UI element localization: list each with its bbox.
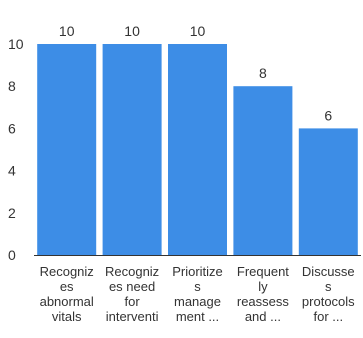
category-label-line: protocols: [302, 294, 355, 309]
category-label-line: interventi: [106, 309, 159, 324]
category-label: Prioritize s manage ment ...: [172, 264, 223, 324]
y-tick-label: 10: [8, 36, 24, 52]
category-label: Recogniz es abnormal vitals: [40, 264, 94, 324]
y-tick-label: 2: [8, 205, 16, 221]
bars: [37, 44, 358, 255]
bar: [298, 128, 358, 255]
category-label-line: ly: [258, 279, 268, 294]
bar: [233, 86, 293, 255]
category-label-line: Recogniz: [105, 264, 159, 279]
category-label-line: vitals: [52, 309, 82, 324]
category-label-line: abnormal: [40, 294, 94, 309]
category-label-line: Prioritize: [172, 264, 223, 279]
data-label: 10: [190, 23, 206, 39]
y-tick-label: 6: [8, 120, 16, 136]
data-label: 6: [324, 107, 332, 123]
category-label: Recogniz es need for interventi: [105, 264, 159, 324]
data-labels: 10 10 10 8 6: [59, 23, 332, 123]
category-label-line: Discusse: [302, 264, 355, 279]
category-label-line: manage: [174, 294, 221, 309]
y-tick-label: 4: [8, 163, 16, 179]
category-label-line: reassess: [237, 294, 290, 309]
category-label-line: for: [125, 294, 141, 309]
bar: [37, 44, 97, 255]
data-label: 10: [59, 23, 75, 39]
category-label-line: ment ...: [176, 309, 219, 324]
category-label-line: es: [60, 279, 74, 294]
bar: [168, 44, 227, 255]
y-axis-ticks: 0 2 4 6 8 10: [8, 36, 24, 263]
category-label-line: s: [194, 279, 201, 294]
y-tick-label: 0: [8, 247, 16, 263]
category-label-line: for ...: [313, 309, 343, 324]
category-label: Discusse s protocols for ...: [302, 264, 355, 324]
data-label: 10: [124, 23, 140, 39]
bar: [102, 44, 162, 255]
data-label: 8: [259, 65, 267, 81]
category-label-line: and ...: [245, 309, 281, 324]
category-label: Frequent ly reassess and ...: [237, 264, 290, 324]
category-label-line: Recogniz: [40, 264, 94, 279]
category-label-line: es need: [109, 279, 155, 294]
y-tick-label: 8: [8, 78, 16, 94]
category-label-line: Frequent: [237, 264, 289, 279]
category-label-line: s: [325, 279, 332, 294]
